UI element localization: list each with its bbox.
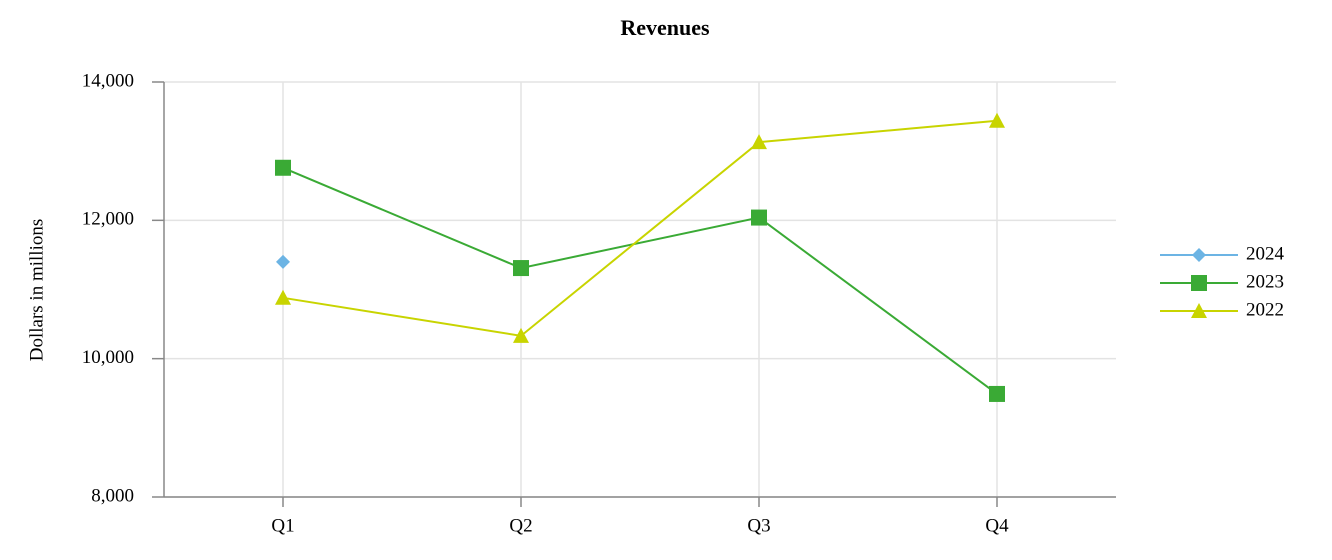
marker (275, 289, 291, 305)
marker (989, 385, 1005, 402)
marker (1192, 248, 1206, 262)
y-axis-label: Dollars in millions (26, 219, 47, 362)
series-line (282, 166, 998, 395)
marker (1191, 275, 1207, 291)
marker (513, 327, 529, 343)
marker (1191, 303, 1207, 318)
legend-label: 2024 (1246, 243, 1285, 264)
y-tick-label: 12,000 (82, 209, 134, 230)
marker (513, 260, 529, 277)
marker (276, 254, 290, 269)
y-tick-label: 8,000 (91, 485, 134, 506)
x-tick-label: Q3 (747, 515, 770, 536)
marker (989, 112, 1005, 128)
y-tick-label: 10,000 (82, 347, 134, 368)
x-tick-label: Q2 (509, 515, 532, 536)
legend-label: 2023 (1246, 271, 1284, 292)
series-line (282, 119, 998, 337)
x-tick-label: Q4 (985, 515, 1009, 536)
marker (751, 134, 767, 150)
marker (751, 209, 767, 226)
y-tick-label: 14,000 (82, 70, 134, 91)
x-tick-label: Q1 (271, 515, 294, 536)
marker (275, 159, 291, 176)
chart-title: Revenues (620, 15, 710, 40)
legend-label: 2022 (1246, 299, 1284, 320)
